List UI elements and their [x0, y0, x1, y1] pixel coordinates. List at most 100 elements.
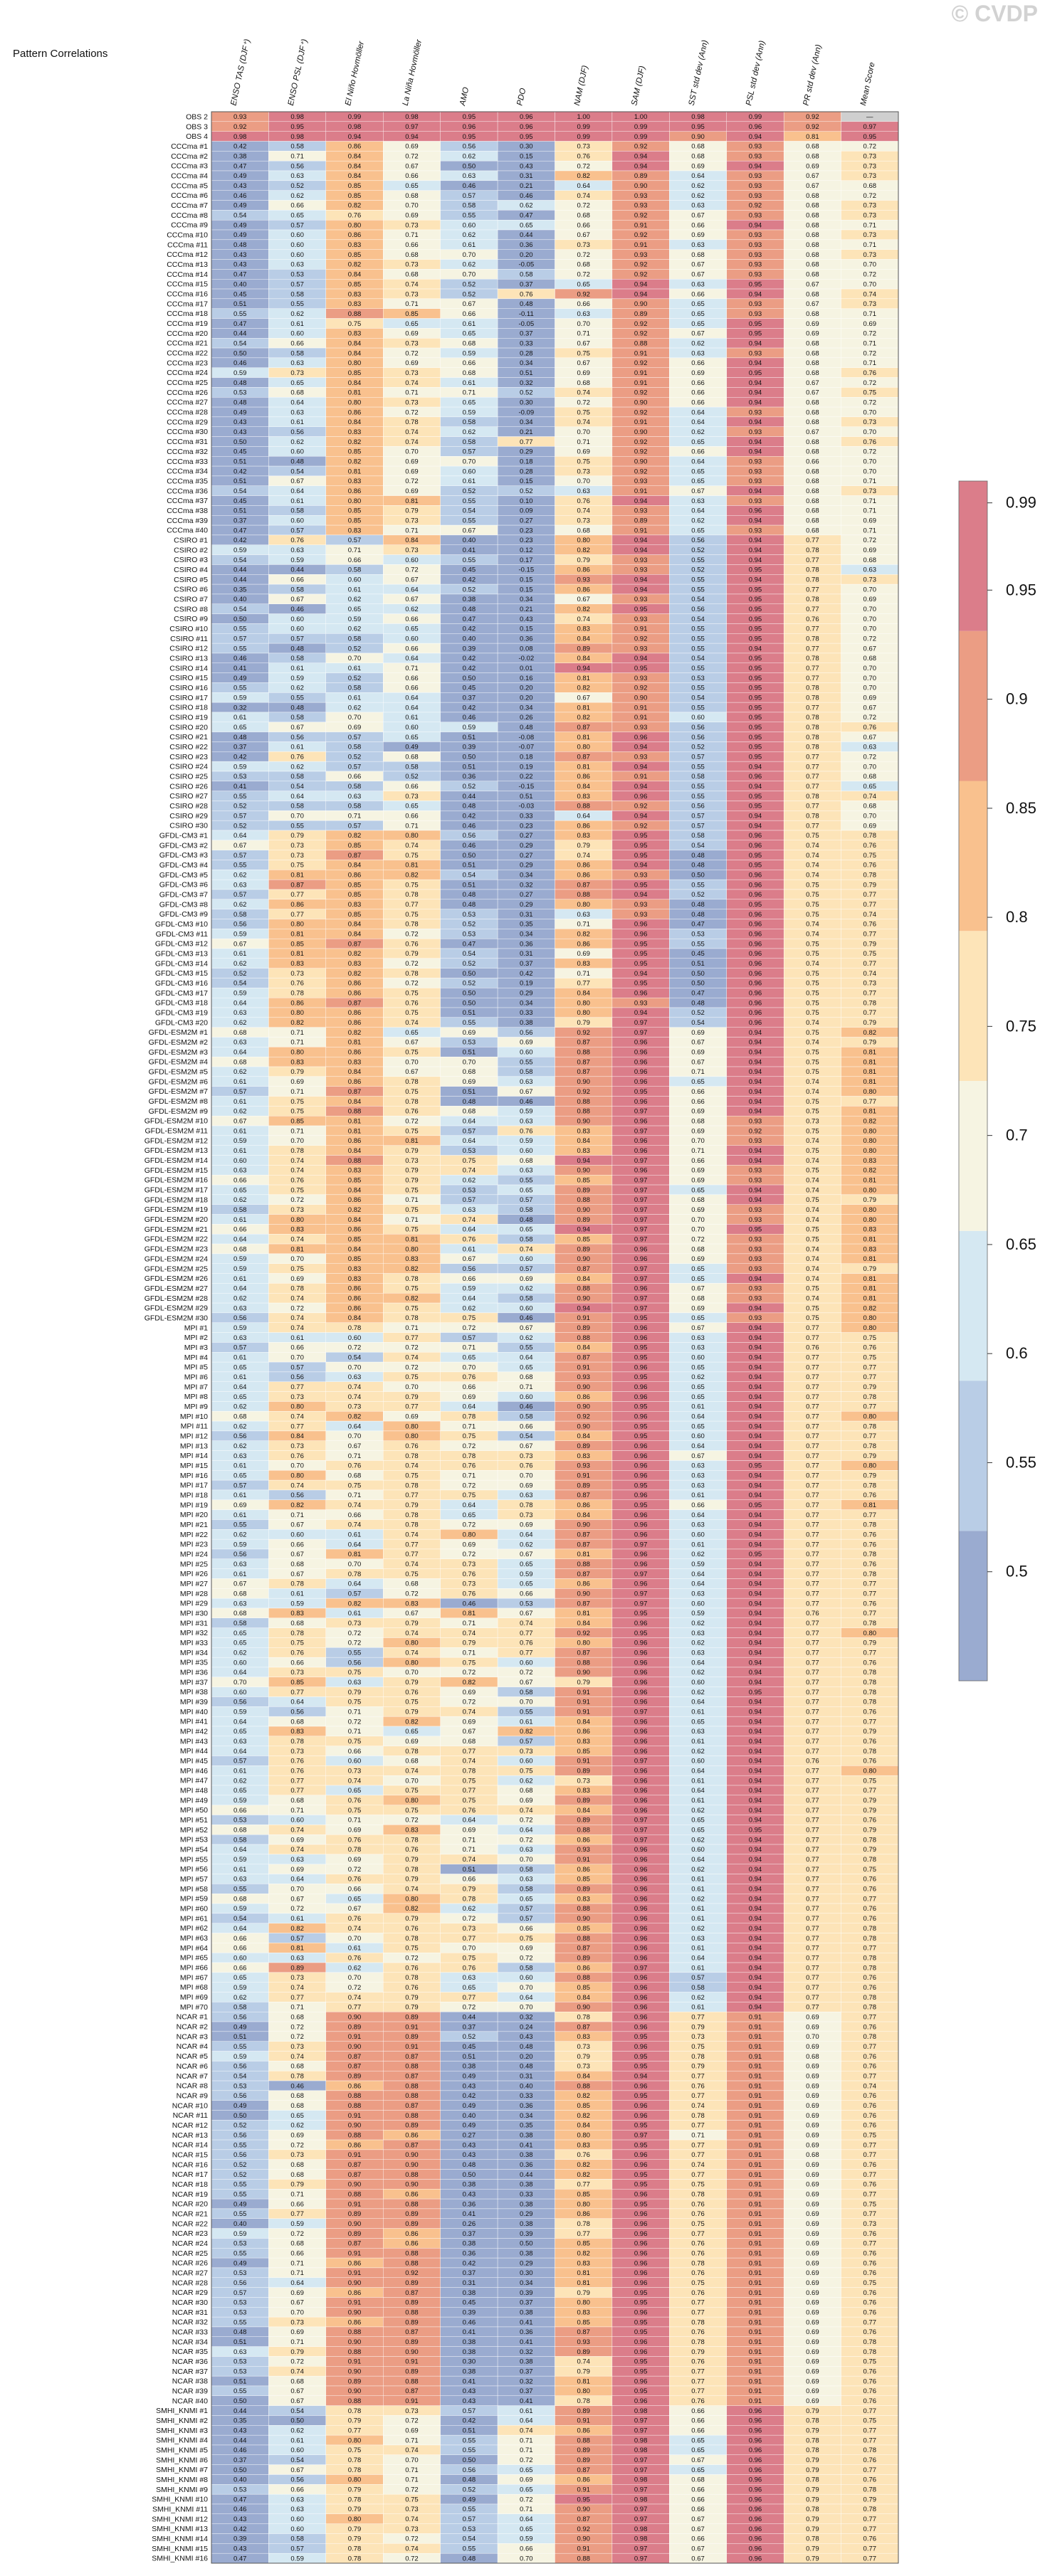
cell-value: 0.83 — [348, 1058, 362, 1066]
cell-value: 0.64 — [691, 507, 705, 515]
cell-value: 0.46 — [463, 822, 476, 830]
cell-value: 0.94 — [634, 537, 648, 544]
row-label: NCAR #7 — [177, 2072, 209, 2081]
cell-value: 0.70 — [520, 2004, 533, 2012]
cell-value: 0.68 — [233, 1610, 247, 1617]
cell-value: 0.96 — [749, 990, 762, 998]
cell-value: 0.75 — [806, 950, 819, 958]
cell-value: 0.62 — [233, 1777, 247, 1785]
row-label: CSIRO #30 — [169, 822, 208, 830]
cell-value: 0.65 — [691, 1393, 705, 1401]
cell-value: 0.45 — [233, 290, 247, 298]
cell-value: 0.53 — [463, 911, 476, 919]
cell-value: 0.76 — [863, 2023, 877, 2031]
cell-value: 0.71 — [405, 231, 419, 239]
cell-value: 0.60 — [691, 1679, 705, 1686]
row-label: CCCma #26 — [167, 389, 208, 397]
row-label: MPI #30 — [180, 1609, 208, 1617]
cell-value: 0.94 — [749, 438, 762, 446]
cell-value: 0.68 — [806, 221, 819, 229]
row-label: CCCma #14 — [167, 270, 208, 279]
cell-value: 0.78 — [863, 1689, 877, 1696]
cell-value: 0.83 — [348, 1167, 362, 1175]
cell-value: 0.58 — [405, 763, 419, 771]
row-label: MPI #43 — [180, 1737, 208, 1746]
cell-value: 0.95 — [634, 1610, 648, 1617]
cell-value: 0.52 — [348, 754, 362, 761]
cell-value: 0.54 — [691, 655, 705, 663]
cell-value: 0.84 — [348, 418, 362, 426]
cell-value: 0.77 — [806, 537, 819, 544]
cell-value: 0.97 — [634, 1206, 648, 1214]
cell-value: 0.95 — [634, 1482, 648, 1489]
cell-value: 0.67 — [463, 527, 476, 534]
cell-value: 0.64 — [233, 832, 247, 840]
cell-value: 0.52 — [463, 2033, 476, 2041]
row-label: GFDL-CM3 #6 — [159, 881, 208, 890]
cell-value: 0.63 — [520, 1117, 533, 1125]
cell-value: 0.68 — [691, 1294, 705, 1302]
cell-value: 0.63 — [863, 566, 877, 574]
cell-value: 0.48 — [520, 1216, 533, 1224]
cell-value: 0.47 — [463, 940, 476, 948]
cell-value: 0.50 — [463, 990, 476, 998]
cell-value: 0.73 — [405, 261, 419, 269]
cell-value: 0.78 — [863, 1679, 877, 1686]
cell-value: 0.60 — [463, 221, 476, 229]
cell-value: 0.77 — [806, 1649, 819, 1657]
cell-value: 0.52 — [463, 960, 476, 968]
row-label: CSIRO #6 — [174, 586, 208, 594]
cell-value: 0.61 — [233, 1127, 247, 1135]
cell-value: 0.48 — [520, 2043, 533, 2051]
cell-value: 0.61 — [691, 1738, 705, 1746]
cell-value: 0.94 — [749, 1600, 762, 1608]
cell-value: 0.77 — [806, 1856, 819, 1864]
row-label: NCAR #8 — [177, 2082, 209, 2091]
cell-value: 0.49 — [233, 675, 247, 682]
cell-value: 0.71 — [348, 547, 362, 554]
cell-value: 0.90 — [577, 1383, 590, 1391]
cell-value: 0.95 — [634, 1373, 648, 1381]
cell-value: 0.75 — [463, 1797, 476, 1805]
cell-value: 0.96 — [634, 1640, 648, 1647]
cell-value: 0.66 — [405, 813, 419, 820]
cell-value: 0.87 — [577, 1541, 590, 1548]
cell-value: 0.18 — [520, 754, 533, 761]
cell-value: 0.94 — [749, 1492, 762, 1499]
cell-value: 0.67 — [577, 695, 590, 702]
cell-value: 0.68 — [806, 231, 819, 239]
row-label: GFDL-CM3 #3 — [159, 851, 208, 860]
cell-value: 0.36 — [520, 241, 533, 249]
cell-value: 0.67 — [806, 300, 819, 308]
cell-value: 0.76 — [463, 1964, 476, 1972]
cell-value: 0.77 — [863, 1610, 877, 1617]
row-label: NCAR #27 — [172, 2269, 208, 2277]
cell-value: 0.40 — [233, 280, 247, 288]
cell-value: 0.72 — [348, 1344, 362, 1352]
row-label: GFDL-ESM2M #10 — [145, 1117, 208, 1126]
cell-value: 0.74 — [290, 1167, 304, 1175]
cell-value: 0.96 — [749, 891, 762, 899]
cell-value: 0.61 — [233, 1511, 247, 1519]
cell-value: 0.64 — [463, 1294, 476, 1302]
cell-value: 0.75 — [463, 1157, 476, 1165]
cell-value: 0.78 — [863, 1393, 877, 1401]
cell-value: 0.76 — [806, 1610, 819, 1617]
cell-value: 0.67 — [863, 734, 877, 741]
cell-value: 0.78 — [806, 695, 819, 702]
cell-value: 0.70 — [520, 1856, 533, 1864]
cell-value: 0.68 — [806, 290, 819, 298]
row-label: GFDL-CM3 #9 — [159, 910, 208, 919]
cell-value: 0.51 — [520, 369, 533, 377]
cell-value: 0.76 — [863, 1886, 877, 1894]
row-label: CCCma #21 — [167, 339, 208, 348]
row-label: CCCma #3 — [171, 162, 208, 171]
cell-value: 0.66 — [691, 359, 705, 367]
cell-value: 0.72 — [290, 1304, 304, 1312]
cell-value: 0.99 — [577, 123, 590, 131]
cell-value: 0.66 — [520, 1590, 533, 1598]
cell-value: 0.62 — [520, 1541, 533, 1548]
cell-value: 0.93 — [749, 408, 762, 416]
cell-value: 0.96 — [634, 1856, 648, 1864]
cell-value: 0.77 — [806, 1521, 819, 1529]
